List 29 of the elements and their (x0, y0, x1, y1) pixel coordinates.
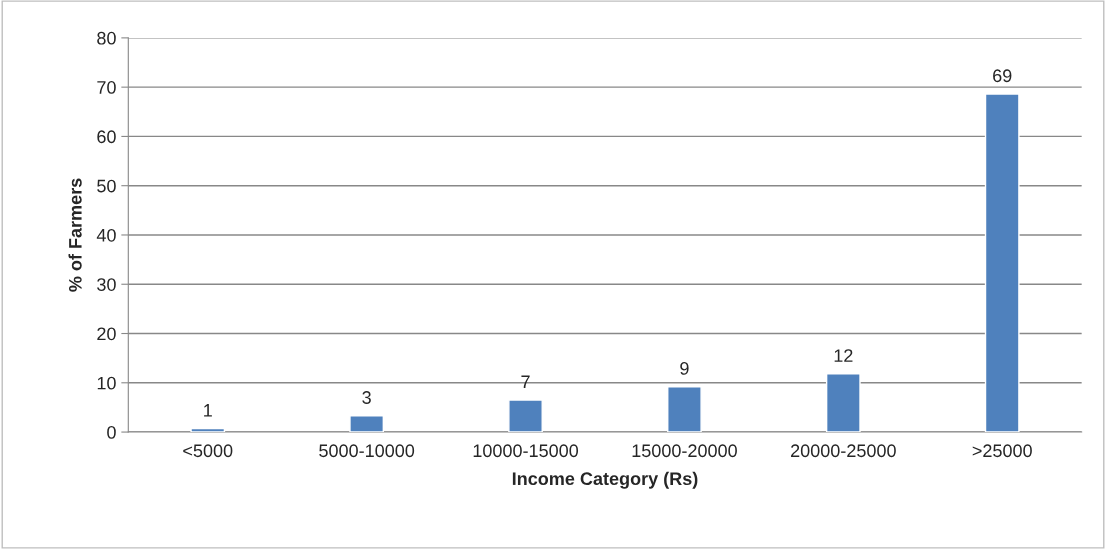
y-tick-label: 20 (97, 327, 116, 341)
y-tick-label: 40 (96, 228, 116, 242)
x-tick-label: 5000-10000 (319, 444, 415, 458)
x-tick-label: >25000 (972, 444, 1032, 458)
data-label: 9 (680, 362, 689, 375)
bar (825, 373, 861, 433)
y-tick-label: 50 (97, 179, 116, 193)
y-tick-label: 10 (97, 376, 116, 390)
data-label: 3 (362, 391, 371, 404)
x-axis-title: Income Category (Rs) (512, 471, 698, 489)
data-label: 1 (204, 404, 212, 417)
y-tick-label: 80 (97, 31, 116, 45)
x-tick-label: 20000-25000 (791, 444, 896, 458)
bar (349, 415, 385, 433)
y-axis-title: % of Farmers (68, 178, 82, 292)
data-label: 7 (521, 375, 530, 388)
data-label: 69 (993, 69, 1012, 83)
y-tick-label: 70 (97, 81, 116, 94)
bar (984, 93, 1020, 433)
x-tick-label: 15000-20000 (632, 444, 737, 458)
y-tick-label: 0 (107, 426, 116, 439)
y-tick-label: 60 (97, 130, 116, 144)
x-tick-label: <5000 (183, 444, 233, 458)
bar (190, 427, 226, 433)
bar (667, 386, 702, 433)
y-tick-label: 30 (97, 278, 116, 291)
bar (508, 399, 543, 433)
data-label: 12 (834, 349, 853, 362)
x-tick-label: 10000-15000 (473, 444, 579, 458)
